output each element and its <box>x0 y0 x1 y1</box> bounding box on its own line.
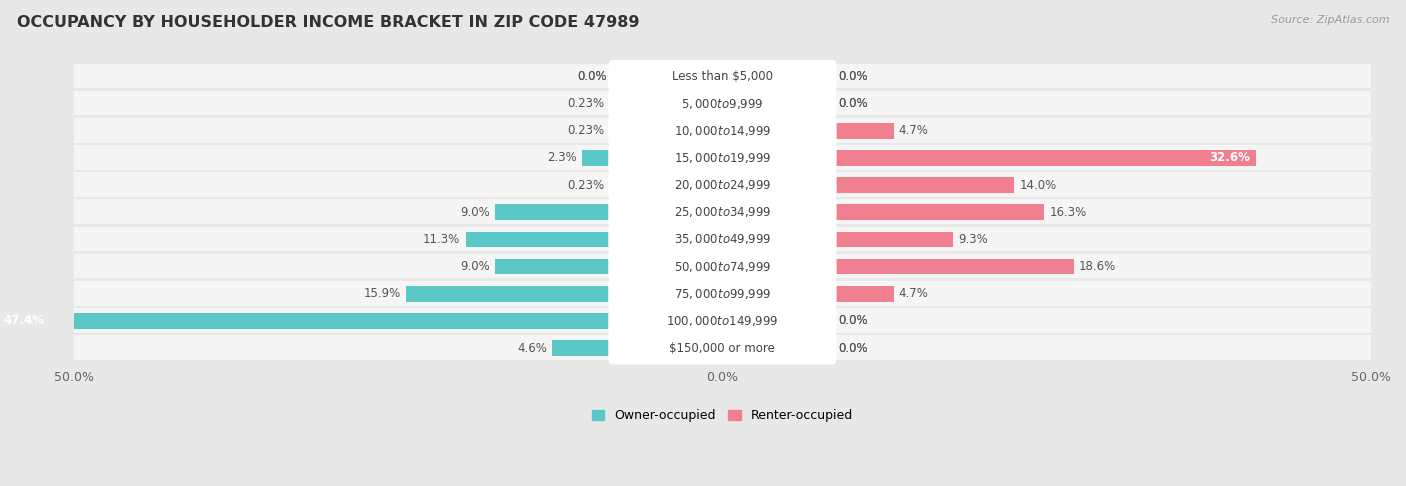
Bar <box>0 313 612 329</box>
Text: 4.7%: 4.7% <box>898 124 929 137</box>
Text: 15.9%: 15.9% <box>364 287 401 300</box>
Text: 0.0%: 0.0% <box>838 342 868 355</box>
FancyBboxPatch shape <box>60 199 1384 225</box>
Text: 4.7%: 4.7% <box>898 287 929 300</box>
FancyBboxPatch shape <box>609 250 837 283</box>
FancyBboxPatch shape <box>60 308 1384 334</box>
Bar <box>832 205 1045 220</box>
Legend: Owner-occupied, Renter-occupied: Owner-occupied, Renter-occupied <box>586 404 858 427</box>
Text: 16.3%: 16.3% <box>1049 206 1087 219</box>
Bar <box>832 286 894 302</box>
Text: 0.0%: 0.0% <box>838 70 868 83</box>
Text: 0.0%: 0.0% <box>578 70 607 83</box>
FancyBboxPatch shape <box>60 254 1384 279</box>
Text: 0.0%: 0.0% <box>838 97 868 110</box>
Text: 2.3%: 2.3% <box>547 152 576 164</box>
FancyBboxPatch shape <box>609 196 837 229</box>
Text: 14.0%: 14.0% <box>1019 178 1057 191</box>
Bar <box>406 286 612 302</box>
Text: 18.6%: 18.6% <box>1080 260 1116 273</box>
Text: $20,000 to $24,999: $20,000 to $24,999 <box>673 178 770 192</box>
Text: Source: ZipAtlas.com: Source: ZipAtlas.com <box>1271 15 1389 25</box>
FancyBboxPatch shape <box>609 114 837 147</box>
Text: $25,000 to $34,999: $25,000 to $34,999 <box>673 205 770 219</box>
Text: OCCUPANCY BY HOUSEHOLDER INCOME BRACKET IN ZIP CODE 47989: OCCUPANCY BY HOUSEHOLDER INCOME BRACKET … <box>17 15 640 30</box>
FancyBboxPatch shape <box>60 145 1384 171</box>
Text: $50,000 to $74,999: $50,000 to $74,999 <box>673 260 770 274</box>
Text: $5,000 to $9,999: $5,000 to $9,999 <box>681 97 763 111</box>
Bar <box>832 259 1074 275</box>
FancyBboxPatch shape <box>609 87 837 120</box>
Text: 11.3%: 11.3% <box>423 233 460 246</box>
FancyBboxPatch shape <box>609 278 837 310</box>
FancyBboxPatch shape <box>60 118 1384 143</box>
FancyBboxPatch shape <box>60 281 1384 307</box>
Bar <box>495 205 612 220</box>
Bar <box>832 231 953 247</box>
Text: 4.6%: 4.6% <box>517 342 547 355</box>
FancyBboxPatch shape <box>609 169 837 202</box>
Bar <box>609 123 612 139</box>
Text: 0.23%: 0.23% <box>567 97 605 110</box>
Text: 0.23%: 0.23% <box>567 124 605 137</box>
Text: Less than $5,000: Less than $5,000 <box>672 70 773 83</box>
FancyBboxPatch shape <box>60 173 1384 198</box>
Bar <box>495 259 612 275</box>
FancyBboxPatch shape <box>609 60 837 93</box>
FancyBboxPatch shape <box>60 91 1384 116</box>
Text: 0.23%: 0.23% <box>567 178 605 191</box>
Bar <box>582 150 612 166</box>
FancyBboxPatch shape <box>609 141 837 174</box>
Bar <box>609 96 612 111</box>
Text: 0.0%: 0.0% <box>838 314 868 328</box>
Bar <box>832 123 894 139</box>
FancyBboxPatch shape <box>609 305 837 337</box>
FancyBboxPatch shape <box>60 335 1384 361</box>
Text: $35,000 to $49,999: $35,000 to $49,999 <box>673 232 770 246</box>
Text: 9.0%: 9.0% <box>461 260 491 273</box>
Text: 47.4%: 47.4% <box>4 314 45 328</box>
Text: $75,000 to $99,999: $75,000 to $99,999 <box>673 287 770 301</box>
Text: 0.0%: 0.0% <box>838 97 868 110</box>
Text: 0.0%: 0.0% <box>578 70 607 83</box>
FancyBboxPatch shape <box>60 64 1384 89</box>
FancyBboxPatch shape <box>609 331 837 364</box>
FancyBboxPatch shape <box>609 223 837 256</box>
Text: 0.0%: 0.0% <box>838 70 868 83</box>
Text: 0.0%: 0.0% <box>838 314 868 328</box>
Bar <box>609 177 612 193</box>
Text: $10,000 to $14,999: $10,000 to $14,999 <box>673 124 770 138</box>
FancyBboxPatch shape <box>60 226 1384 252</box>
Text: 32.6%: 32.6% <box>1209 152 1250 164</box>
Text: $150,000 or more: $150,000 or more <box>669 342 775 355</box>
Text: 0.0%: 0.0% <box>838 342 868 355</box>
Bar <box>832 177 1014 193</box>
Text: 9.3%: 9.3% <box>959 233 988 246</box>
Bar <box>553 340 612 356</box>
Bar <box>832 150 1256 166</box>
Text: $15,000 to $19,999: $15,000 to $19,999 <box>673 151 770 165</box>
Text: $100,000 to $149,999: $100,000 to $149,999 <box>666 314 779 328</box>
Text: 9.0%: 9.0% <box>461 206 491 219</box>
Bar <box>465 231 612 247</box>
